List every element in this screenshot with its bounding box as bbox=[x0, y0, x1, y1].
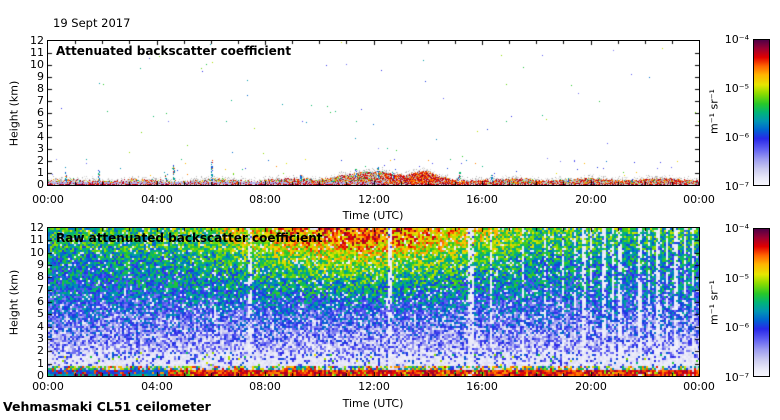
y-tick-label: 7 bbox=[37, 283, 44, 296]
y-tick-label: 1 bbox=[37, 166, 44, 179]
x-tick-label: 00:00 bbox=[683, 193, 715, 206]
colorbar-tick-label: 10⁻⁴ bbox=[724, 222, 749, 235]
colorbar-tick-label: 10⁻⁴ bbox=[724, 33, 749, 46]
attenuated-backscatter-plot bbox=[47, 40, 700, 186]
y-tick-label: 0 bbox=[37, 178, 44, 191]
y-tick-label: 10 bbox=[30, 246, 44, 259]
x-tick-label: 12:00 bbox=[358, 380, 390, 393]
y-tick-label: 8 bbox=[37, 82, 44, 95]
colorbar-tick-label: 10⁻⁷ bbox=[724, 371, 749, 384]
y-tick-label: 3 bbox=[37, 142, 44, 155]
x-tick-label: 08:00 bbox=[249, 193, 281, 206]
plot2-title: Raw attenuated backscatter coefficient bbox=[56, 231, 323, 245]
x-tick-label: 04:00 bbox=[141, 193, 173, 206]
y-tick-label: 11 bbox=[30, 46, 44, 59]
raw-attenuated-backscatter-heatmap bbox=[48, 228, 699, 376]
y-tick-label: 6 bbox=[37, 295, 44, 308]
y-tick-label: 7 bbox=[37, 94, 44, 107]
y-tick-label: 9 bbox=[37, 70, 44, 83]
raw-attenuated-backscatter-plot bbox=[47, 227, 700, 377]
y-tick-label: 6 bbox=[37, 106, 44, 119]
x-tick-label: 16:00 bbox=[466, 193, 498, 206]
x-tick-label: 08:00 bbox=[249, 380, 281, 393]
y-tick-label: 1 bbox=[37, 357, 44, 370]
attenuated-backscatter-heatmap bbox=[48, 41, 699, 185]
x-tick-label: 20:00 bbox=[575, 193, 607, 206]
x-tick-label: 12:00 bbox=[358, 193, 390, 206]
plot2-colorbar bbox=[753, 228, 770, 377]
x-tick-label: 16:00 bbox=[466, 380, 498, 393]
y-tick-label: 0 bbox=[37, 369, 44, 382]
colorbar-tick-label: 10⁻⁷ bbox=[724, 180, 749, 193]
colorbar-tick-label: 10⁻⁵ bbox=[724, 272, 749, 285]
y-tick-label: 5 bbox=[37, 118, 44, 131]
y-tick-label: 8 bbox=[37, 270, 44, 283]
colorbar-tick-label: 10⁻⁶ bbox=[724, 131, 749, 144]
y-tick-label: 12 bbox=[30, 221, 44, 234]
x-tick-label: 20:00 bbox=[575, 380, 607, 393]
date-label: 19 Sept 2017 bbox=[53, 16, 131, 30]
plot1-title: Attenuated backscatter coefficient bbox=[56, 44, 292, 58]
colorbar-tick-label: 10⁻⁶ bbox=[724, 321, 749, 334]
y-tick-label: 5 bbox=[37, 307, 44, 320]
y-tick-label: 10 bbox=[30, 58, 44, 71]
plot1-colorbar bbox=[753, 39, 770, 186]
instrument-label: Vehmasmaki CL51 ceilometer bbox=[3, 399, 211, 414]
y-tick-label: 2 bbox=[37, 154, 44, 167]
y-tick-label: 3 bbox=[37, 332, 44, 345]
y-tick-label: 2 bbox=[37, 344, 44, 357]
x-tick-label: 00:00 bbox=[32, 380, 64, 393]
y-tick-label: 9 bbox=[37, 258, 44, 271]
x-tick-label: 00:00 bbox=[32, 193, 64, 206]
x-tick-label: 00:00 bbox=[683, 380, 715, 393]
x-tick-label: 04:00 bbox=[141, 380, 173, 393]
plot1-x-axis-label: Time (UTC) bbox=[342, 209, 404, 222]
plot2-x-axis-label: Time (UTC) bbox=[342, 397, 404, 410]
colorbar-tick-label: 10⁻⁵ bbox=[724, 82, 749, 95]
y-tick-label: 12 bbox=[30, 34, 44, 47]
y-tick-label: 4 bbox=[37, 320, 44, 333]
y-tick-label: 11 bbox=[30, 233, 44, 246]
y-tick-label: 4 bbox=[37, 130, 44, 143]
